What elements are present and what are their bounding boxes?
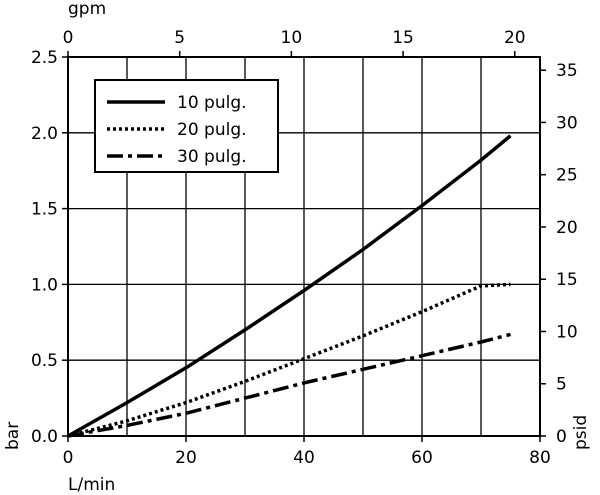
series-line-1 [67,134,512,438]
x-tick-label: 0 [63,448,74,468]
y-tick-label: 2.0 [31,124,58,144]
y2-tick-label: 25 [556,166,578,186]
legend: 10 pulg. 20 pulg. 30 pulg. [94,79,279,173]
x2-tick-label: 15 [392,28,414,48]
x2-tick-label: 0 [63,28,74,48]
y2-tick-label: 5 [556,375,567,395]
y2-tick-label: 35 [556,61,578,81]
y2-tick-label: 30 [556,113,578,133]
y-axis-label-right: psid [571,415,591,450]
x2-tick-label: 5 [174,28,185,48]
tick-labels: 0 20 40 60 800 5 10 15 200.00.51.01.52.02.505101… [31,28,578,468]
y-axis-label-left: bar [3,422,23,450]
y-tick-label: 1.0 [31,275,58,295]
y2-tick-label: 0 [556,427,567,447]
x-axis-label-bottom: L/min [68,475,115,495]
legend-label-10-pulg: 10 pulg. [177,93,247,113]
y-tick-label: 2.5 [31,48,58,68]
x2-tick-label: 20 [504,28,526,48]
x2-tick-label: 10 [281,28,303,48]
series-lines [67,134,512,438]
y-tick-label: 0.0 [31,427,58,447]
y2-tick-label: 15 [556,270,578,290]
y2-tick-label: 20 [556,218,578,238]
x-tick-label: 40 [293,448,315,468]
y-tick-label: 1.5 [31,200,58,220]
legend-box [94,79,279,173]
legend-label-20-pulg: 20 pulg. [177,120,247,140]
legend-label-30-pulg: 30 pulg. [177,147,247,167]
series-line-2 [67,282,511,438]
y-tick-label: 0.5 [31,351,58,371]
y2-tick-label: 10 [556,322,578,342]
series-line-3 [67,332,511,438]
x-axis-label-top: gpm [68,0,106,19]
x-tick-label: 20 [175,448,197,468]
x-tick-label: 80 [529,448,551,468]
x-tick-label: 60 [411,448,433,468]
